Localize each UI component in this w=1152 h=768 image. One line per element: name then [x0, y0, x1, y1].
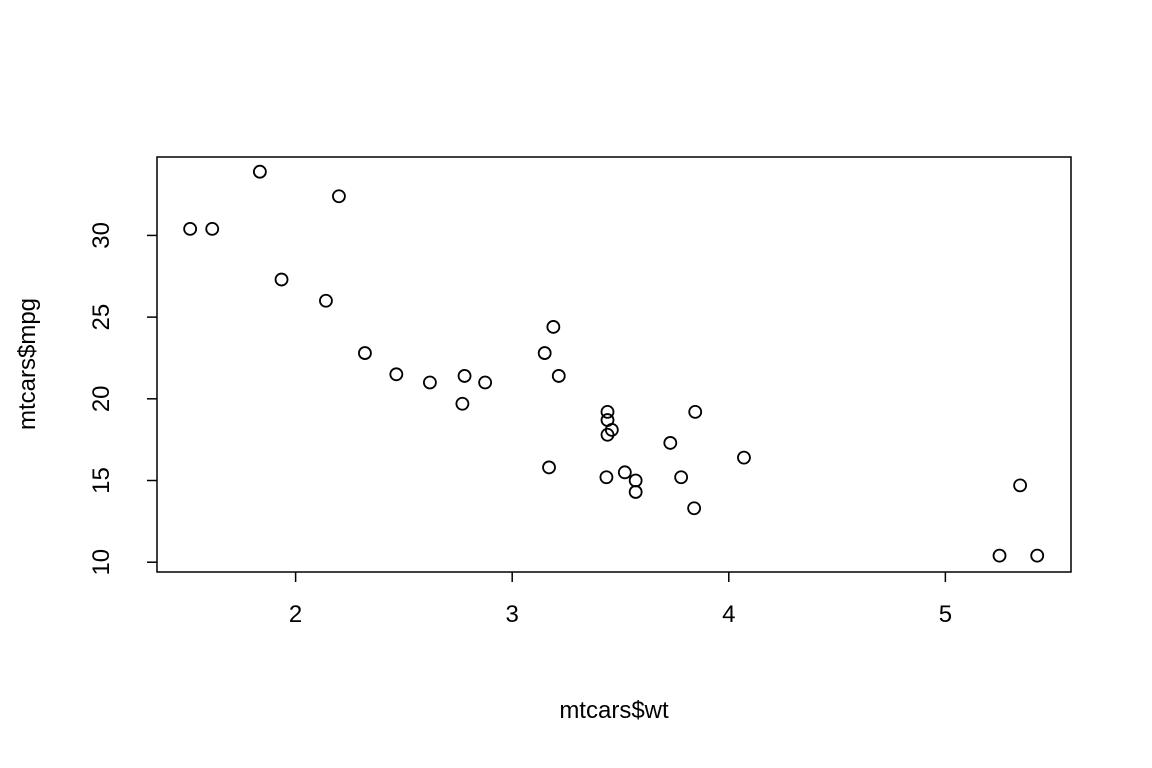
data-point: [688, 404, 703, 419]
data-point: [687, 501, 702, 516]
data-point: [455, 396, 470, 411]
y-tick-label: 15: [88, 467, 115, 494]
y-tick-label: 25: [88, 304, 115, 331]
data-point: [628, 485, 643, 499]
y-tick-label: 30: [88, 222, 115, 249]
data-point: [551, 369, 566, 383]
data-point: [992, 548, 1007, 563]
x-tick-label: 2: [289, 601, 302, 628]
x-tick-label: 3: [506, 601, 519, 628]
y-tick-label: 20: [88, 385, 115, 412]
data-point: [1030, 548, 1045, 563]
x-axis: 2 3 4 5: [289, 572, 952, 628]
data-point: [252, 164, 267, 179]
data-point: [617, 465, 632, 480]
data-point: [205, 221, 220, 236]
data-point: [600, 404, 615, 419]
y-tick-label: 10: [88, 549, 115, 576]
data-point: [183, 221, 198, 236]
y-axis-title: mtcars$mpg: [14, 298, 41, 430]
x-tick-label: 4: [722, 601, 735, 628]
data-point: [319, 293, 333, 308]
data-point: [600, 427, 615, 442]
data-point: [274, 272, 289, 287]
data-point: [599, 470, 614, 485]
x-axis-title: mtcars$wt: [559, 697, 669, 724]
data-point: [542, 460, 556, 475]
data-point: [423, 375, 437, 390]
data-point: [628, 473, 643, 488]
data-point: [737, 450, 751, 465]
data-point: [358, 346, 372, 360]
data-point: [1013, 478, 1028, 493]
data-point: [457, 369, 472, 383]
data-points: [183, 164, 1045, 563]
plot-frame: [156, 156, 1072, 573]
x-tick-label: 5: [939, 601, 952, 628]
data-point: [674, 470, 689, 485]
data-point: [546, 320, 561, 334]
data-point: [478, 375, 493, 390]
data-point: [663, 436, 678, 450]
data-point: [389, 367, 404, 382]
data-point: [537, 346, 552, 360]
y-axis: 10 15 20 25 30: [88, 222, 157, 576]
data-point: [332, 189, 346, 204]
